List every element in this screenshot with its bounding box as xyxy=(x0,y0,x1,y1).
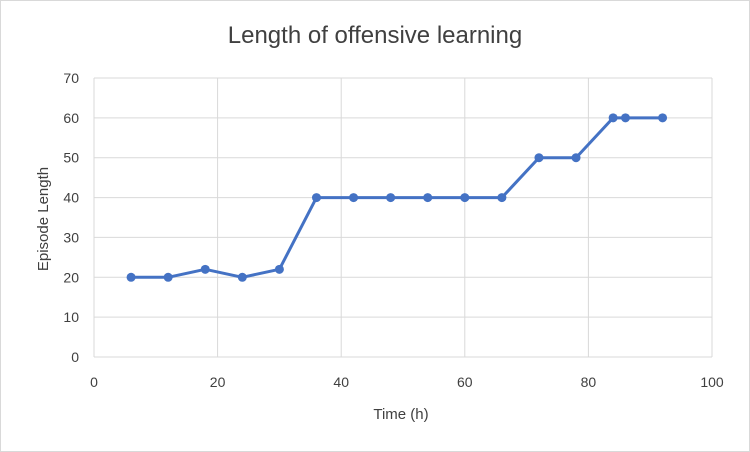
x-tick-label: 60 xyxy=(457,374,473,390)
data-point xyxy=(608,113,618,123)
x-tick-label: 100 xyxy=(700,374,724,390)
y-axis-ticks: 0 10 20 30 40 50 60 70 xyxy=(63,70,79,365)
y-tick-label: 20 xyxy=(63,269,79,285)
data-point xyxy=(658,113,668,123)
series-layer xyxy=(126,113,668,282)
data-point xyxy=(460,193,470,203)
data-point xyxy=(423,193,433,203)
data-point xyxy=(534,153,544,163)
x-tick-label: 40 xyxy=(333,374,349,390)
data-point xyxy=(386,193,396,203)
data-point xyxy=(274,264,284,274)
data-point xyxy=(163,272,173,282)
x-tick-label: 20 xyxy=(210,374,226,390)
data-point xyxy=(571,153,581,163)
series-line xyxy=(131,116,663,279)
y-axis-label: Episode Length xyxy=(35,167,52,271)
data-point xyxy=(311,193,321,203)
data-point xyxy=(497,193,507,203)
x-axis-label: Time (h) xyxy=(373,406,428,423)
gridlines xyxy=(93,77,713,358)
data-point xyxy=(349,193,359,203)
y-tick-label: 70 xyxy=(63,70,79,86)
y-tick-label: 0 xyxy=(71,349,79,365)
data-point xyxy=(237,272,247,282)
y-tick-label: 50 xyxy=(63,150,79,166)
y-tick-label: 60 xyxy=(63,110,79,126)
y-tick-label: 40 xyxy=(63,190,79,206)
data-point xyxy=(200,264,210,274)
x-axis-ticks: 0 20 40 60 80 100 xyxy=(90,374,724,390)
y-tick-label: 10 xyxy=(63,309,79,325)
x-tick-label: 80 xyxy=(581,374,597,390)
x-tick-label: 0 xyxy=(90,374,98,390)
data-point xyxy=(126,272,136,282)
chart-title: Length of offensive learning xyxy=(228,22,522,49)
data-point xyxy=(620,113,630,123)
y-tick-label: 30 xyxy=(63,229,79,245)
